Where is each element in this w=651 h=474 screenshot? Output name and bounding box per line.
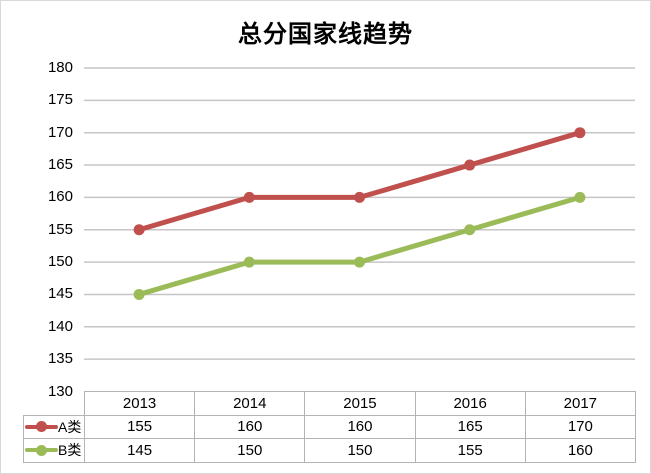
data-table: 2013 2014 2015 2016 2017 A类 155 160 160 165 170 B类 1…	[23, 391, 636, 463]
series-0-data-point	[243, 191, 255, 203]
y-tick-label: 180	[47, 59, 73, 76]
y-tick-label: 130	[47, 382, 73, 400]
series-0-data-point	[354, 191, 365, 203]
y-tick-label: 145	[47, 285, 73, 303]
category-header-cell: 2014	[194, 391, 306, 416]
table-value-cell: 155	[83, 414, 196, 439]
y-tick-label: 160	[47, 188, 73, 206]
series-1-data-point	[354, 256, 365, 268]
table-value-cell: 160	[304, 414, 416, 439]
table-value-cell: 160	[194, 414, 306, 439]
category-header-cell: 2016	[414, 391, 526, 416]
series-1-data-point	[243, 256, 255, 268]
series-1-data-point	[574, 191, 586, 203]
y-tick-label: 175	[47, 91, 73, 109]
series-0-data-point	[574, 127, 586, 139]
table-row: A类 155 160 160 165 170	[23, 414, 636, 439]
table-corner-cell	[24, 392, 85, 416]
category-header-cell: 2017	[524, 391, 636, 416]
series-name: B类	[58, 442, 82, 459]
y-tick-label: 170	[47, 123, 73, 141]
table-row: B类 145 150 150 155 160	[23, 438, 636, 463]
table-value-cell: 145	[83, 438, 196, 463]
chart-title: 总分国家线趋势	[238, 21, 413, 48]
legend-key-icon	[25, 444, 58, 456]
series-name: A类	[58, 418, 82, 435]
table-value-cell: 170	[524, 414, 636, 439]
category-header-cell: 2013	[83, 391, 196, 416]
series-1-data-point	[133, 288, 145, 300]
series-0-data-point	[133, 224, 145, 236]
table-value-cell: 160	[524, 438, 636, 463]
category-header-cell: 2015	[304, 391, 416, 416]
series-0-data-point	[464, 159, 476, 171]
table-value-cell: 150	[194, 438, 306, 463]
series-label-cell: A类	[23, 414, 85, 439]
series-label-cell: B类	[23, 438, 85, 463]
table-value-cell: 165	[414, 414, 526, 439]
y-tick-label: 150	[47, 253, 73, 271]
table-value-cell: 155	[414, 438, 526, 463]
legend-key-icon	[25, 421, 58, 433]
y-tick-label: 140	[47, 317, 73, 335]
y-tick-label: 165	[47, 156, 73, 174]
series-1-data-point	[464, 224, 476, 236]
y-tick-label: 135	[47, 350, 73, 368]
y-tick-label: 155	[47, 220, 73, 238]
table-value-cell: 150	[304, 438, 416, 463]
